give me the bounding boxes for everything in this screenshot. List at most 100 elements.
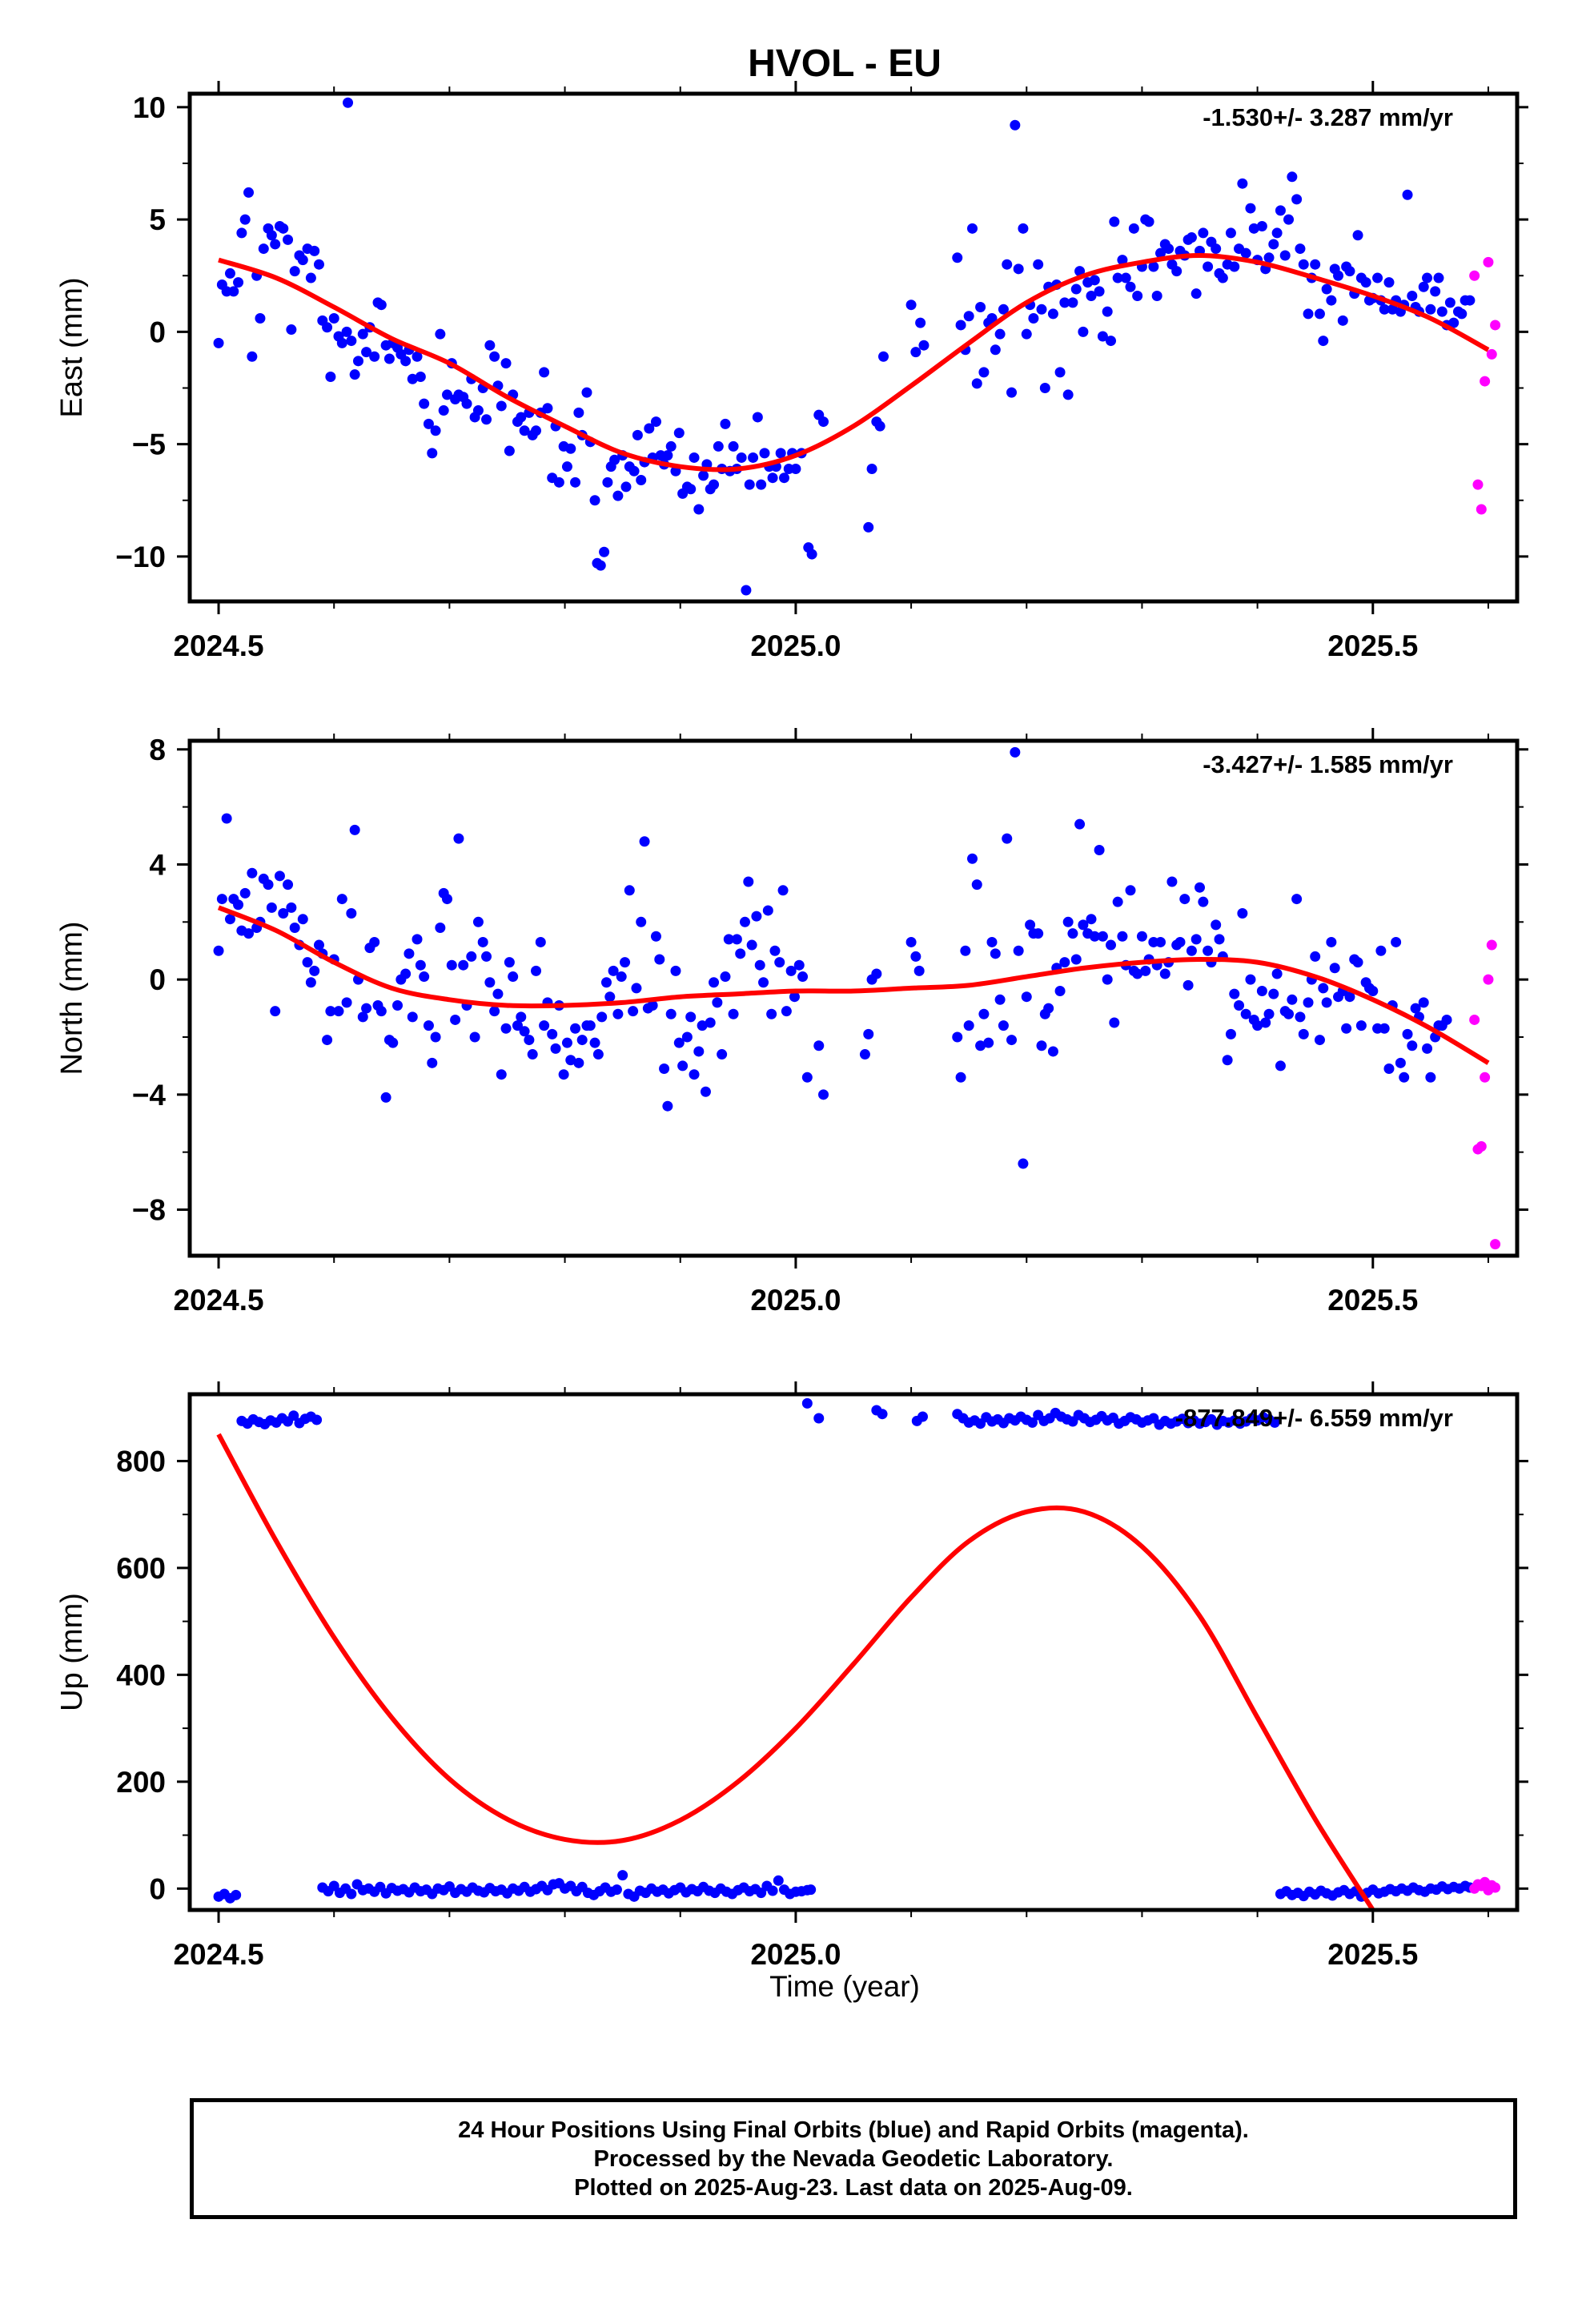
final-orbit-point bbox=[1433, 272, 1444, 283]
final-orbit-point bbox=[913, 965, 925, 976]
final-orbit-point bbox=[383, 353, 395, 364]
final-orbit-point bbox=[1229, 261, 1240, 272]
final-orbit-point bbox=[662, 450, 673, 461]
final-orbit-point bbox=[1211, 919, 1222, 931]
final-orbit-point bbox=[596, 1011, 608, 1023]
final-orbit-point bbox=[624, 885, 635, 896]
final-orbit-point bbox=[305, 272, 316, 283]
final-orbit-point bbox=[213, 337, 224, 348]
final-orbit-point bbox=[1314, 1035, 1325, 1046]
final-orbit-point bbox=[1155, 247, 1166, 259]
final-orbit-point bbox=[689, 1069, 700, 1080]
final-orbit-point bbox=[608, 965, 619, 976]
y-tick-label: 5 bbox=[149, 203, 166, 236]
final-orbit-point bbox=[966, 223, 978, 234]
final-orbit-point bbox=[539, 367, 550, 378]
caption-box: 24 Hour Positions Using Final Orbits (bl… bbox=[190, 2098, 1517, 2219]
final-orbit-point bbox=[1117, 255, 1128, 266]
final-orbit-point bbox=[484, 977, 496, 988]
final-orbit-point bbox=[741, 585, 752, 596]
final-orbit-point bbox=[915, 317, 926, 328]
final-orbit-point bbox=[905, 936, 917, 947]
final-orbit-point bbox=[1333, 270, 1344, 281]
final-orbit-point bbox=[813, 1413, 825, 1424]
final-orbit-point bbox=[561, 1037, 572, 1048]
y-axis-label: North (mm) bbox=[55, 921, 89, 1075]
final-orbit-point bbox=[1298, 1028, 1309, 1039]
final-orbit-point bbox=[1222, 1055, 1233, 1066]
final-orbit-point bbox=[1214, 934, 1225, 945]
final-orbit-point bbox=[322, 1035, 333, 1046]
final-orbit-point bbox=[805, 1884, 817, 1896]
final-orbit-point bbox=[1094, 845, 1105, 856]
final-orbit-point bbox=[500, 1023, 512, 1034]
final-orbit-point bbox=[1310, 259, 1321, 270]
final-orbit-point bbox=[1456, 308, 1468, 320]
final-orbit-point bbox=[1021, 991, 1032, 1003]
final-orbit-point bbox=[1013, 945, 1024, 956]
y-axis-label: Up (mm) bbox=[55, 1593, 89, 1711]
final-orbit-point bbox=[302, 957, 313, 968]
final-orbit-point bbox=[1006, 387, 1018, 398]
plot-area bbox=[213, 1397, 1501, 1910]
final-orbit-point bbox=[1010, 746, 1021, 758]
final-orbit-point bbox=[247, 867, 258, 879]
plot-area bbox=[213, 746, 1501, 1250]
final-orbit-point bbox=[1070, 283, 1082, 295]
final-orbit-point bbox=[1422, 1043, 1433, 1054]
final-orbit-point bbox=[415, 371, 426, 382]
y-tick-label: 0 bbox=[149, 1872, 166, 1905]
y-tick-label: 0 bbox=[149, 963, 166, 996]
final-orbit-point bbox=[620, 957, 631, 968]
final-orbit-point bbox=[612, 490, 624, 501]
final-orbit-point bbox=[286, 902, 297, 913]
final-orbit-point bbox=[677, 1060, 689, 1072]
final-orbit-point bbox=[1026, 1417, 1038, 1428]
y-tick-label: −10 bbox=[115, 541, 166, 573]
plot-frame bbox=[187, 91, 1520, 604]
final-orbit-point bbox=[547, 1028, 558, 1039]
final-orbit-point bbox=[297, 255, 308, 266]
final-orbit-point bbox=[1010, 119, 1021, 131]
final-orbit-point bbox=[438, 405, 449, 416]
plot-area bbox=[213, 97, 1501, 596]
y-tick-label: 600 bbox=[116, 1552, 166, 1585]
final-orbit-point bbox=[756, 479, 767, 490]
final-orbit-point bbox=[1240, 247, 1251, 259]
final-orbit-point bbox=[239, 887, 251, 899]
final-orbit-point bbox=[427, 448, 438, 459]
final-orbit-point bbox=[1043, 1003, 1054, 1014]
final-orbit-point bbox=[484, 340, 496, 351]
final-orbit-point bbox=[994, 328, 1006, 340]
final-orbit-point bbox=[1062, 916, 1074, 927]
final-orbit-point bbox=[801, 1397, 813, 1409]
final-orbit-point bbox=[435, 922, 446, 933]
final-orbit-point bbox=[1372, 272, 1383, 283]
final-orbit-point bbox=[636, 916, 647, 927]
final-orbit-point bbox=[1203, 945, 1214, 956]
final-orbit-point bbox=[1268, 988, 1279, 999]
final-orbit-point bbox=[910, 347, 921, 358]
final-orbit-point bbox=[570, 1023, 581, 1034]
final-orbit-point bbox=[380, 1092, 391, 1103]
final-orbit-point bbox=[1128, 223, 1139, 234]
final-orbit-point bbox=[1132, 968, 1143, 979]
rapid-orbit-point bbox=[1476, 504, 1487, 515]
rapid-orbit-point bbox=[1486, 348, 1497, 360]
final-orbit-point bbox=[349, 369, 360, 380]
final-orbit-point bbox=[636, 475, 647, 486]
final-orbit-point bbox=[952, 252, 963, 263]
final-orbit-point bbox=[723, 934, 734, 945]
final-orbit-point bbox=[274, 870, 285, 882]
y-tick-label: −4 bbox=[132, 1079, 167, 1112]
final-orbit-point bbox=[481, 414, 492, 425]
final-orbit-point bbox=[756, 1888, 767, 1899]
final-orbit-point bbox=[990, 344, 1001, 356]
final-orbit-point bbox=[341, 997, 352, 1008]
y-tick-label: 400 bbox=[116, 1659, 166, 1691]
final-orbit-point bbox=[442, 389, 453, 400]
final-orbit-point bbox=[1318, 983, 1329, 994]
final-orbit-point bbox=[1186, 945, 1197, 956]
final-orbit-point bbox=[1125, 281, 1136, 292]
final-orbit-point bbox=[519, 425, 530, 436]
